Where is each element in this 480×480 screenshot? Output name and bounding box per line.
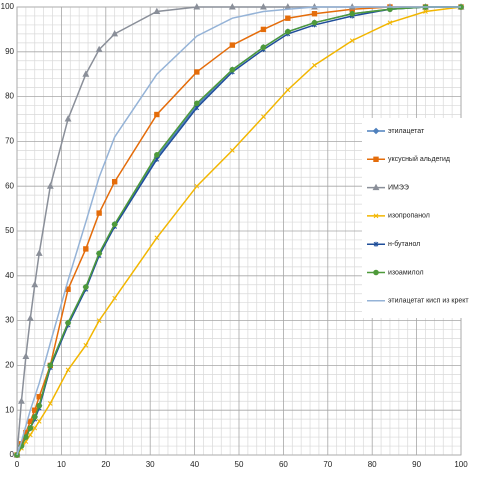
point bbox=[229, 148, 235, 153]
point bbox=[65, 320, 71, 326]
point bbox=[285, 87, 291, 93]
point bbox=[82, 70, 90, 77]
point bbox=[36, 402, 43, 409]
legend-label: этилацетат кисп из крект bbox=[388, 298, 469, 305]
x-tick-label: 90 bbox=[412, 460, 421, 469]
point bbox=[111, 221, 118, 228]
y-tick-label: 10 bbox=[5, 405, 14, 414]
legend-label: этилацетат bbox=[388, 128, 425, 135]
point bbox=[65, 367, 71, 373]
point bbox=[96, 210, 102, 216]
point bbox=[95, 45, 103, 53]
x-tick-label: 70 bbox=[323, 460, 332, 469]
point bbox=[47, 362, 54, 369]
y-tick-label: 60 bbox=[5, 181, 14, 190]
point bbox=[27, 425, 34, 431]
point bbox=[111, 30, 119, 37]
point bbox=[153, 7, 161, 14]
point bbox=[83, 284, 89, 290]
y-tick-label: 90 bbox=[5, 47, 14, 56]
point bbox=[311, 11, 318, 17]
point bbox=[26, 314, 34, 321]
legend-marker bbox=[372, 127, 380, 135]
legend-box bbox=[362, 118, 462, 318]
x-tick-label: 30 bbox=[146, 460, 155, 469]
point bbox=[27, 432, 33, 438]
point bbox=[387, 20, 393, 26]
point bbox=[154, 111, 160, 118]
y-tick-label: 50 bbox=[5, 226, 14, 235]
x-tick-label: 60 bbox=[279, 460, 288, 469]
point bbox=[154, 235, 160, 241]
point bbox=[423, 9, 428, 14]
x-tick-label: 100 bbox=[454, 460, 468, 469]
point bbox=[261, 114, 266, 120]
y-tick-label: 0 bbox=[10, 450, 15, 459]
legend-label: ИМЭЭ bbox=[388, 184, 409, 191]
point bbox=[311, 19, 318, 26]
x-tick-label: 50 bbox=[235, 460, 244, 469]
point bbox=[312, 62, 317, 68]
series-line bbox=[16, 6, 461, 456]
y-tick-label: 100 bbox=[1, 2, 15, 11]
point bbox=[260, 26, 267, 33]
point bbox=[96, 250, 102, 257]
point bbox=[285, 15, 291, 21]
point bbox=[349, 38, 355, 43]
point bbox=[22, 352, 30, 359]
point bbox=[194, 105, 200, 111]
legend-label: изопропанол bbox=[388, 213, 430, 220]
point bbox=[194, 183, 200, 189]
legend-label: изоамилол bbox=[388, 269, 424, 276]
point bbox=[23, 434, 29, 440]
legend: этилацетат уксусный альдегид ИМЭЭ изопропан… bbox=[362, 118, 469, 318]
x-tick-label: 10 bbox=[57, 460, 66, 469]
legend-marker bbox=[373, 269, 379, 276]
point bbox=[35, 249, 43, 256]
y-tick-label: 30 bbox=[5, 316, 14, 325]
x-tick-label: 40 bbox=[190, 460, 199, 469]
legend-marker bbox=[373, 156, 379, 163]
point bbox=[194, 100, 200, 107]
point bbox=[31, 280, 39, 288]
y-tick-label: 40 bbox=[5, 271, 14, 280]
legend-label: н-бутанол bbox=[388, 240, 420, 248]
point bbox=[193, 3, 201, 10]
y-tick-label: 70 bbox=[5, 137, 14, 146]
point bbox=[349, 10, 356, 17]
point bbox=[194, 69, 200, 75]
legend-label: уксусный альдегид bbox=[388, 155, 450, 163]
point bbox=[229, 66, 236, 73]
point bbox=[32, 425, 38, 431]
legend-marker bbox=[373, 241, 379, 247]
legend-marker bbox=[372, 183, 380, 191]
point bbox=[154, 152, 160, 158]
point bbox=[284, 3, 292, 10]
x-tick-label: 20 bbox=[101, 460, 110, 469]
point bbox=[83, 246, 89, 252]
point bbox=[259, 3, 267, 10]
point bbox=[18, 397, 25, 404]
point bbox=[31, 414, 38, 420]
point bbox=[112, 295, 118, 301]
point bbox=[285, 28, 291, 35]
x-tick-label: 80 bbox=[368, 460, 377, 469]
point bbox=[260, 44, 267, 51]
point bbox=[46, 182, 54, 189]
point bbox=[47, 401, 53, 406]
y-tick-label: 80 bbox=[5, 92, 14, 101]
point bbox=[228, 3, 236, 10]
y-tick-label: 20 bbox=[5, 361, 14, 370]
legend-marker bbox=[373, 213, 379, 219]
point bbox=[83, 342, 89, 348]
point bbox=[111, 179, 118, 185]
point bbox=[36, 419, 42, 424]
x-tick-label: 0 bbox=[15, 460, 20, 469]
point bbox=[96, 318, 102, 323]
point bbox=[229, 42, 236, 48]
point bbox=[64, 115, 72, 122]
